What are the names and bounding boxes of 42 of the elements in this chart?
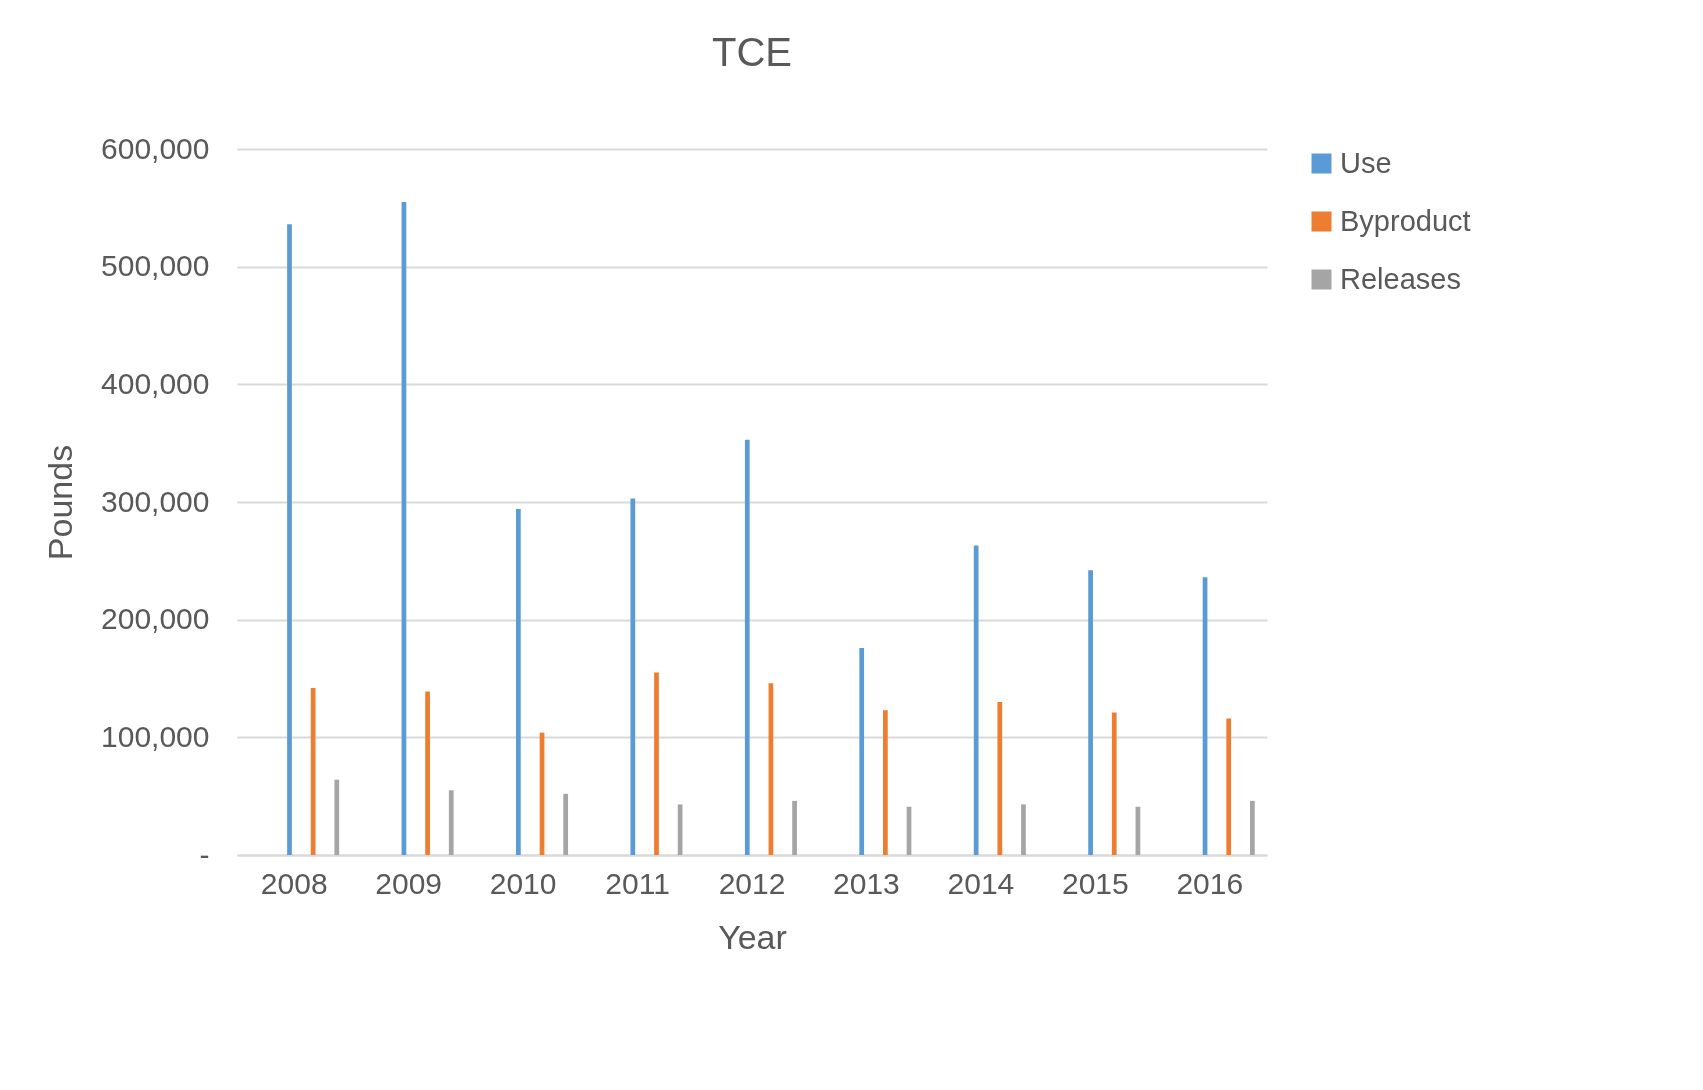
bar	[654, 672, 659, 855]
y-tick-label: 200,000	[101, 602, 210, 636]
y-tick-label: 300,000	[101, 484, 210, 518]
bar	[973, 545, 979, 855]
x-tick-label: 2010	[489, 866, 557, 900]
bar	[516, 509, 521, 855]
y-tick-label: 100,000	[101, 719, 210, 753]
y-axis-title: Pounds	[41, 444, 80, 561]
y-tick-label: 500,000	[101, 249, 210, 283]
bar	[997, 702, 1003, 855]
chart-title: TCE	[712, 30, 792, 74]
bar	[1021, 804, 1026, 855]
bar	[792, 800, 797, 855]
x-tick-label: 2013	[833, 866, 900, 900]
x-tick-label: 2015	[1061, 866, 1129, 900]
bar	[334, 779, 340, 855]
bar	[1088, 570, 1093, 855]
bar	[630, 498, 636, 855]
x-axis-title: Year	[718, 917, 787, 956]
bar	[287, 224, 292, 855]
x-tick-label: 2011	[605, 866, 670, 900]
x-tick-label: 2012	[718, 866, 786, 900]
bar	[744, 439, 750, 855]
y-tick-label: -	[199, 837, 210, 871]
bar	[1226, 718, 1232, 855]
legend-label: Byproduct	[1340, 204, 1471, 237]
bar	[448, 790, 454, 855]
bar	[883, 710, 888, 855]
bar	[425, 691, 430, 855]
bar	[859, 647, 865, 855]
bar	[563, 793, 569, 855]
bar	[310, 687, 316, 855]
x-tick-label: 2014	[947, 866, 1015, 900]
y-tick-label: 600,000	[101, 131, 210, 165]
x-tick-label: 2016	[1176, 866, 1244, 900]
legend-label: Use	[1340, 146, 1392, 179]
legend-label: Releases	[1340, 262, 1461, 295]
x-tick-label: 2008	[260, 866, 328, 900]
bar	[1249, 800, 1255, 855]
bar	[1111, 712, 1117, 855]
y-tick-label: 400,000	[101, 366, 210, 400]
x-tick-label: 2009	[375, 866, 443, 900]
